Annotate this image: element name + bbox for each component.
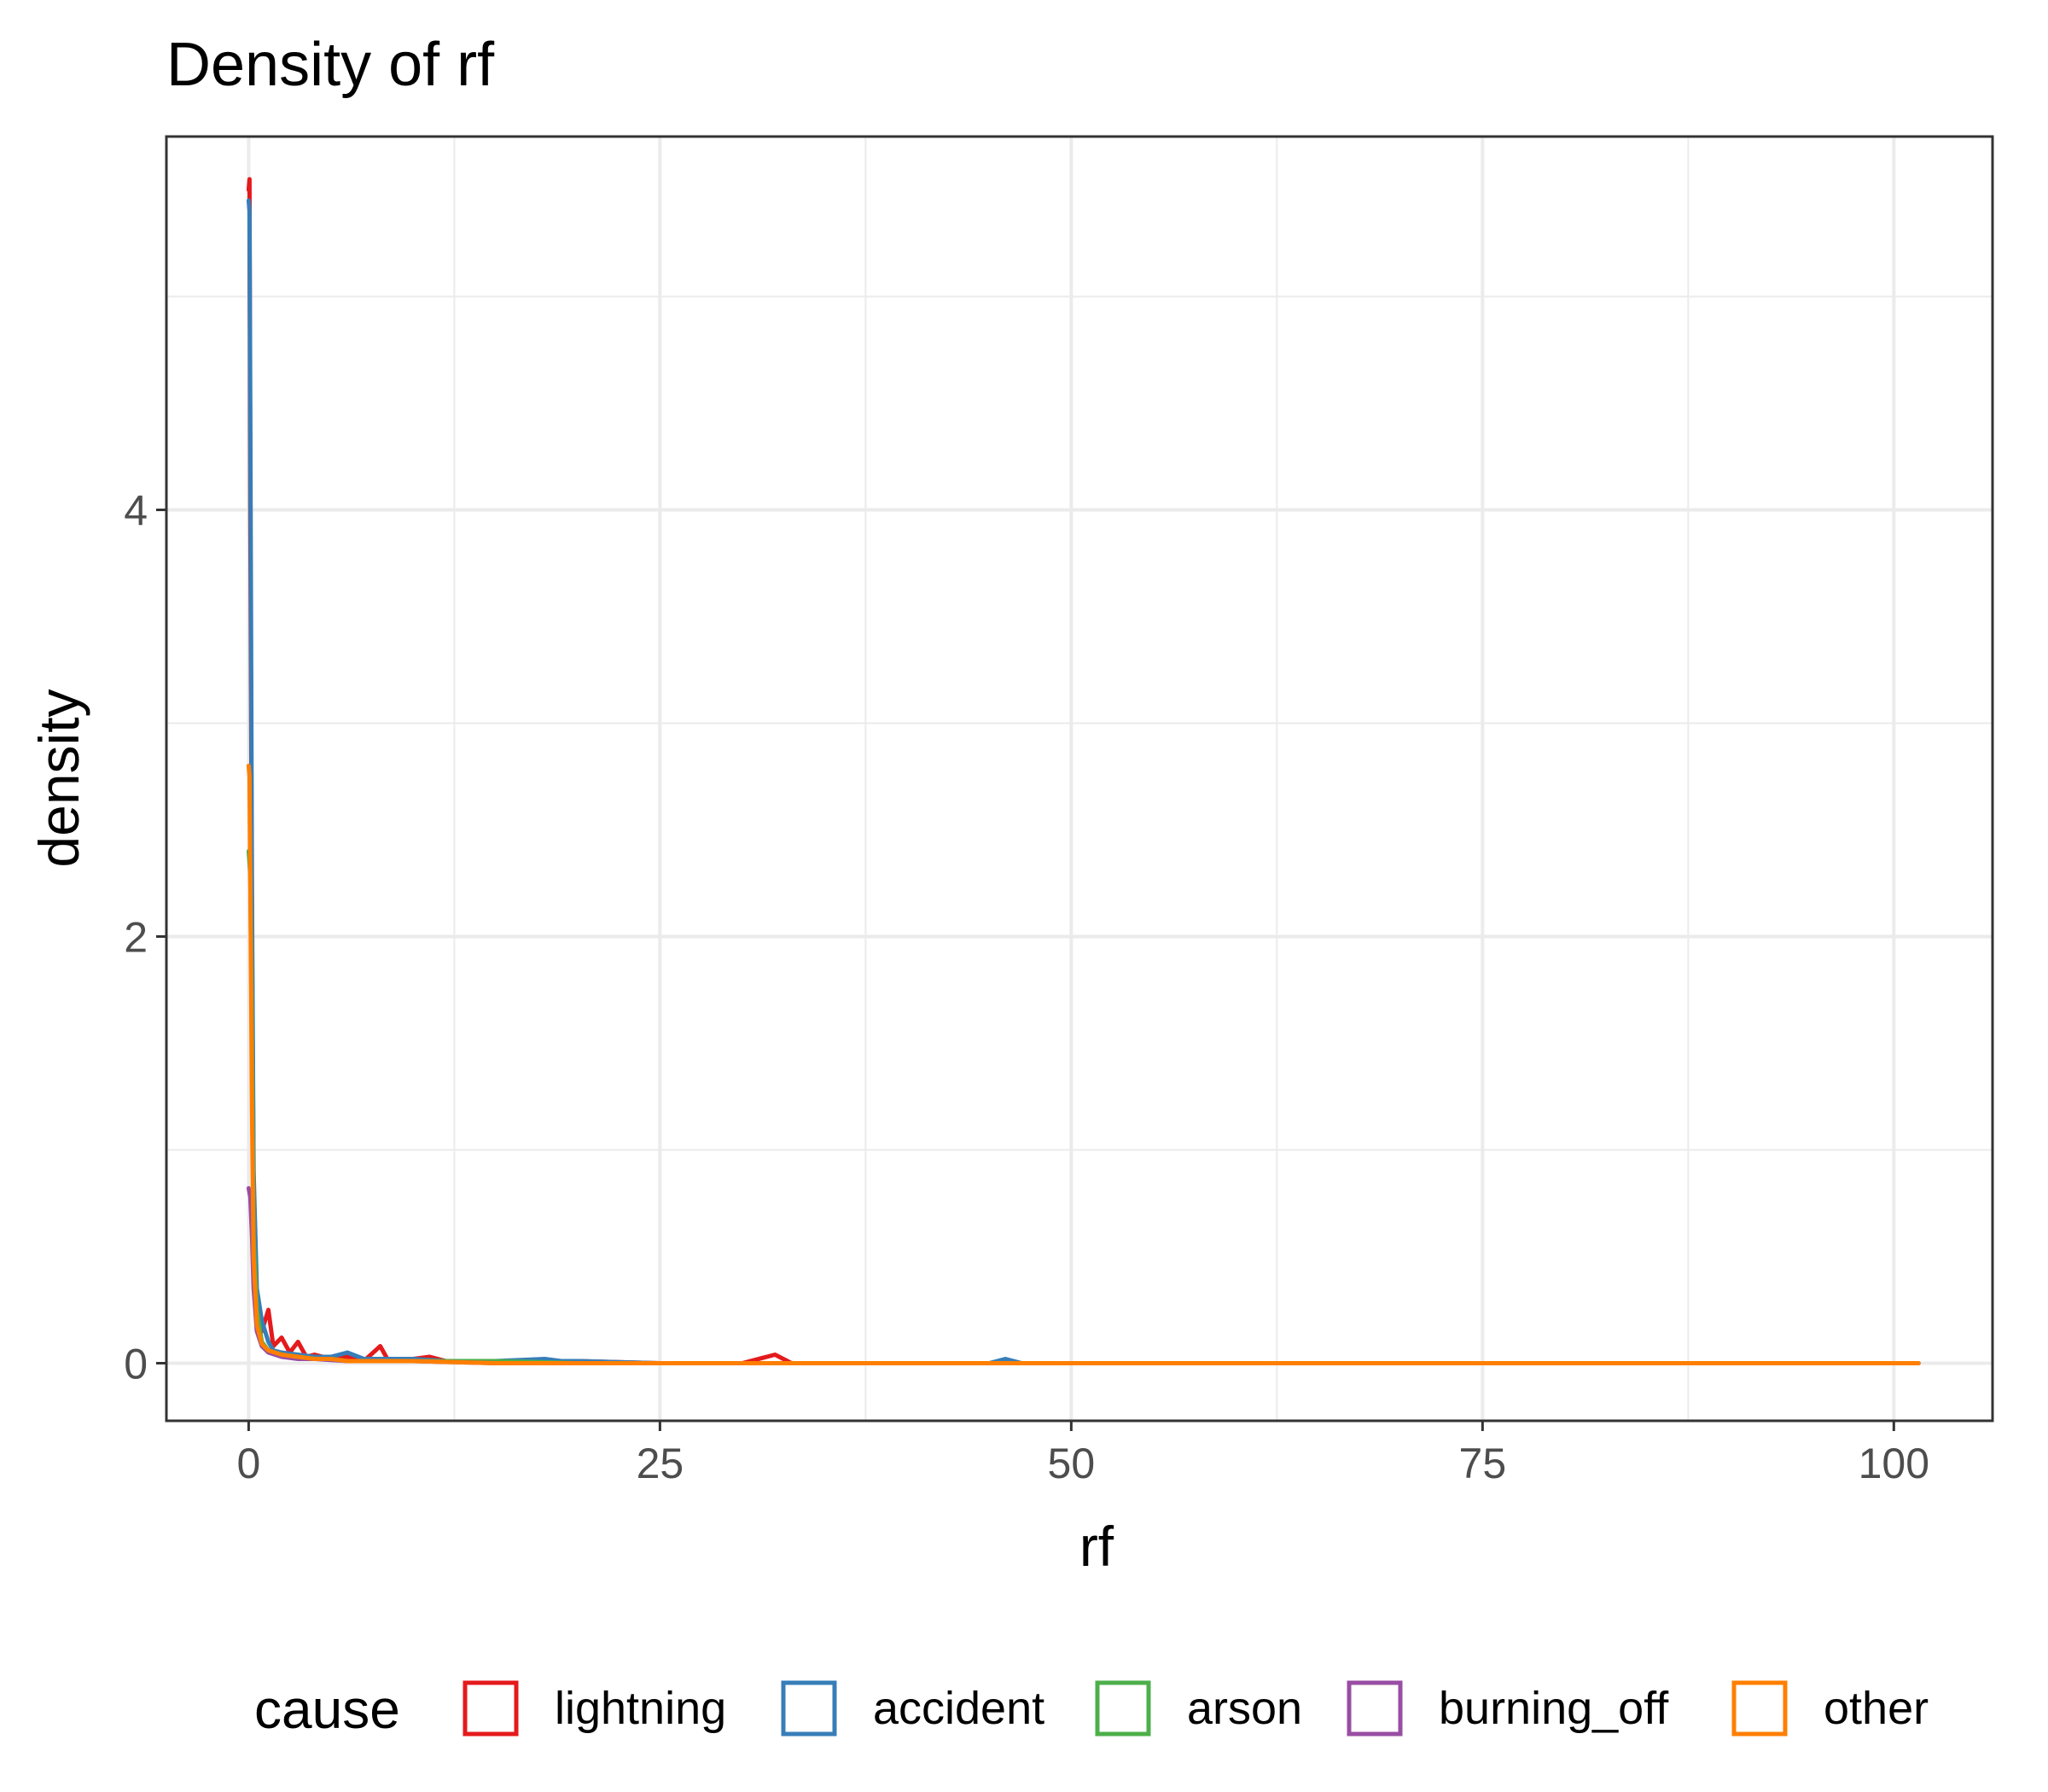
y-tick-label: 0 [124,1341,148,1388]
x-axis-title: rf [1079,1515,1114,1578]
plot-panel [166,137,1993,1421]
y-axis: 0 2 4 [124,487,166,1388]
x-tick-label: 100 [1859,1440,1929,1487]
legend-key-accident [781,1680,837,1737]
legend-key-burning-off [1347,1680,1403,1737]
legend-label-arson: arson [1187,1683,1302,1734]
legend-label-burning-off: burning_off [1439,1683,1669,1734]
y-tick-label: 2 [124,914,148,962]
legend-key-other [1731,1680,1788,1737]
legend-label-other: other [1824,1683,1929,1734]
legend-label-accident: accident [873,1683,1044,1734]
x-tick-label: 50 [1048,1440,1096,1487]
minor-gridlines [166,137,1993,1421]
legend-entries: lightning accident arson burning_off other [463,1680,1929,1737]
legend-title: cause [254,1679,400,1740]
legend-key-arson [1095,1680,1151,1737]
chart-title: Density of rf [166,31,495,99]
legend-label-lightning: lightning [555,1683,726,1734]
legend: cause lightning accident arson burning_off o… [254,1679,1929,1740]
y-tick-label: 4 [124,487,148,535]
y-axis-title: density [27,689,90,867]
legend-key-lightning [463,1680,519,1737]
x-tick-label: 25 [637,1440,684,1487]
series-line-other [246,764,1921,1365]
x-axis: 0 25 50 75 100 [236,1421,1929,1487]
x-tick-label: 0 [236,1440,260,1487]
plot-panel-border [165,135,1994,1423]
series-layer [246,177,1921,1365]
x-tick-label: 75 [1459,1440,1507,1487]
